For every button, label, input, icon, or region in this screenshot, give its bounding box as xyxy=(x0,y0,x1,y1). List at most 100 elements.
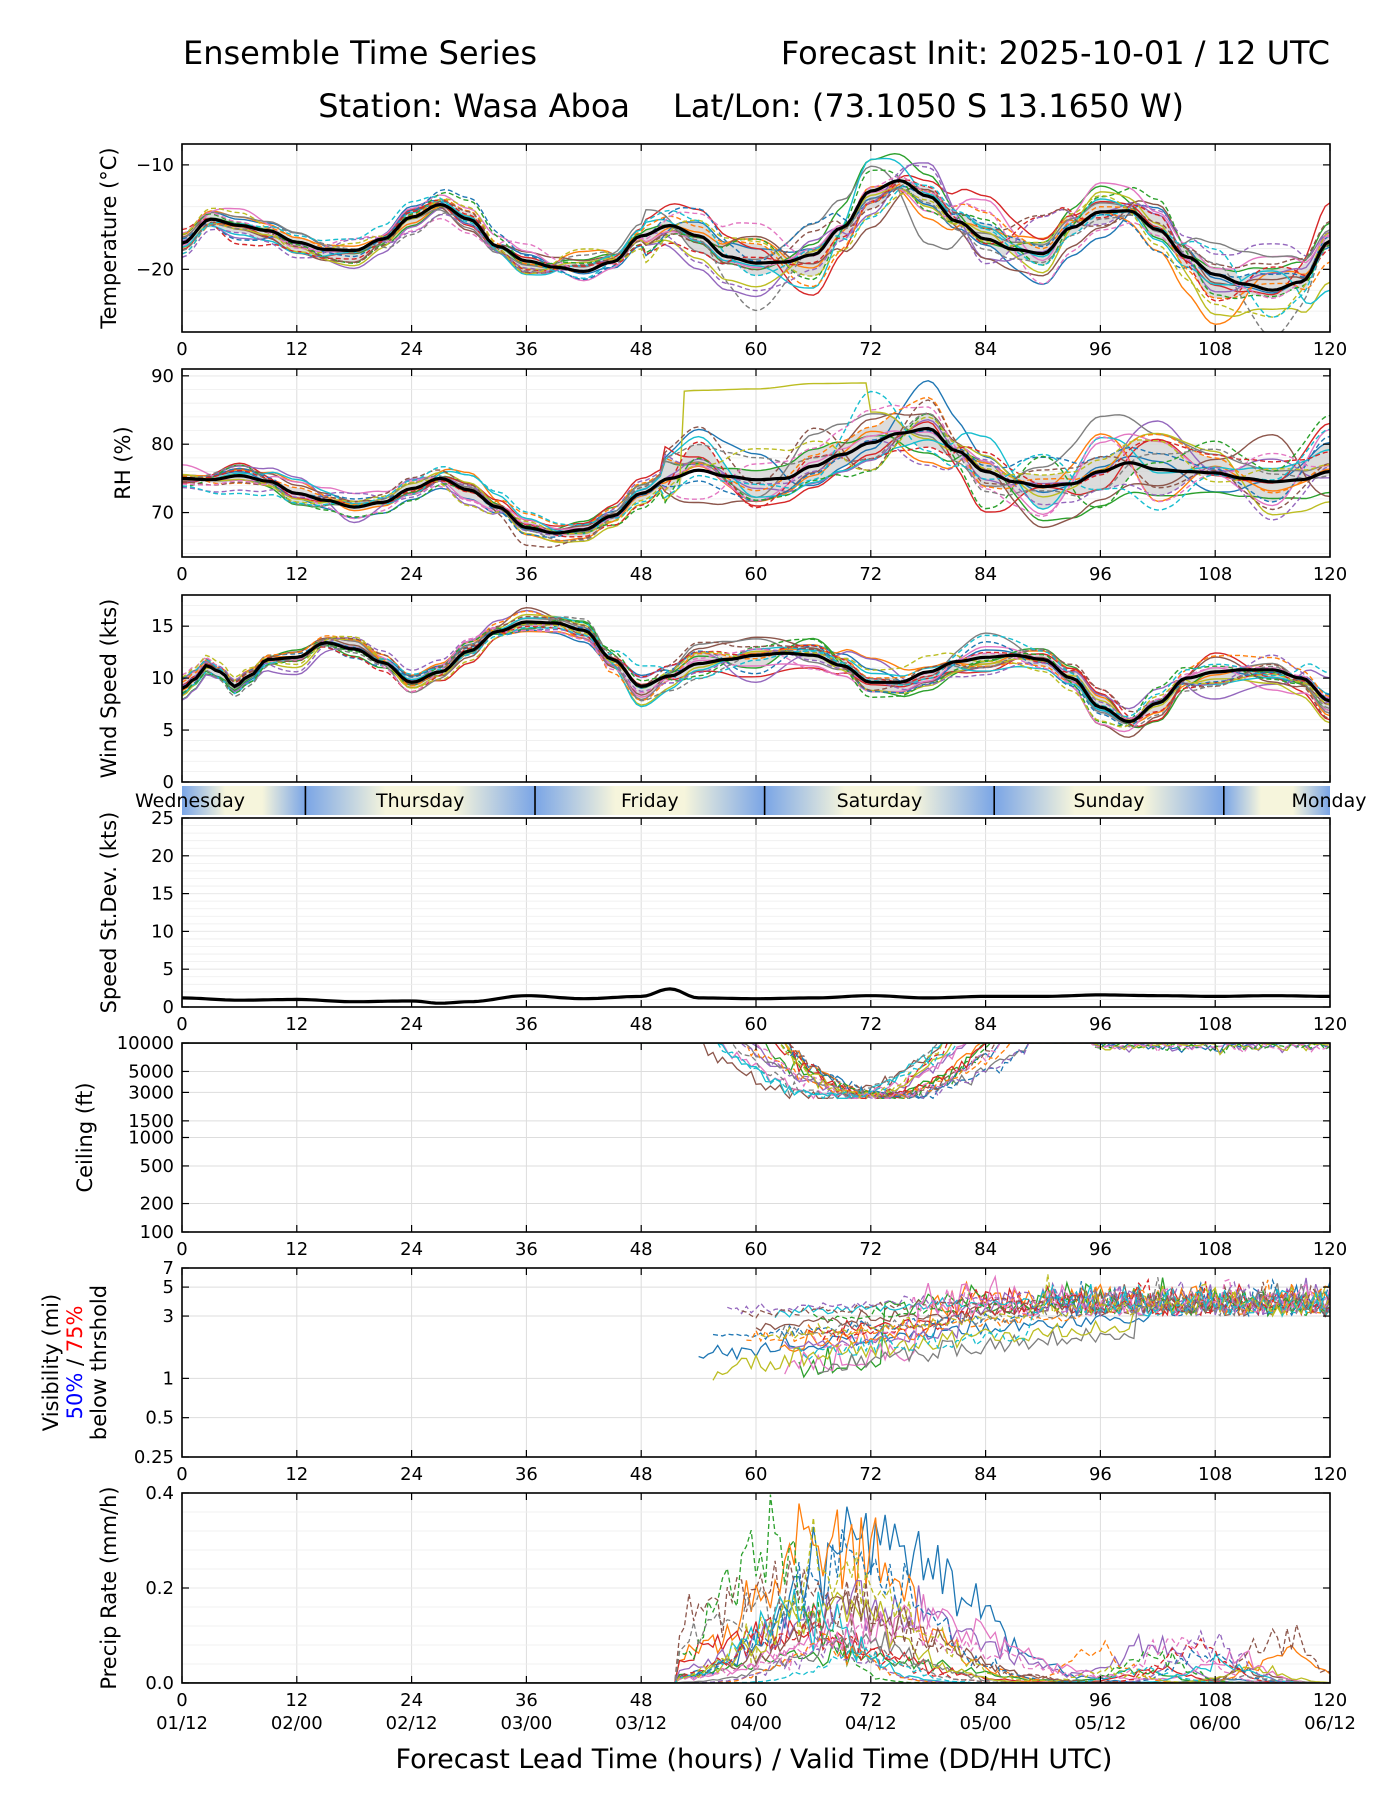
y-tick-label: 200 xyxy=(140,1194,174,1215)
x-tick-label: 24 xyxy=(400,1690,423,1711)
panel-rh: 70 80 90 0 12 24 36 48 60 72 84 96 108 120 RH (%) xyxy=(111,366,1347,585)
ensemble-mean-line xyxy=(182,620,1330,724)
x-tick-label: 84 xyxy=(974,1464,997,1485)
x-tick-label: 108 xyxy=(1198,564,1232,585)
x-tick-label: 0 xyxy=(176,339,187,360)
x-tick-label: 60 xyxy=(745,1464,768,1485)
y-axis-label: Temperature (°C) xyxy=(97,147,121,329)
grid xyxy=(181,1267,1331,1458)
x-valid-time-label: 04/12 xyxy=(845,1713,897,1734)
x-tick-label: 84 xyxy=(974,339,997,360)
x-tick-label: 108 xyxy=(1198,1239,1232,1260)
member-line xyxy=(182,179,1330,302)
x-tick-label: 96 xyxy=(1089,1464,1112,1485)
x-tick-label: 12 xyxy=(285,564,308,585)
x-tick-label: 48 xyxy=(630,564,653,585)
x-tick-label: 24 xyxy=(400,339,423,360)
member-line xyxy=(182,187,1330,287)
y-tick-label: 0.0 xyxy=(145,1673,174,1694)
x-tick-label: 48 xyxy=(630,1014,653,1035)
y-tick-label: 15 xyxy=(151,884,174,905)
x-tick-label: 84 xyxy=(974,564,997,585)
title-right: Forecast Init: 2025-10-01 / 12 UTC xyxy=(781,34,1330,72)
member-line xyxy=(182,1591,1330,1683)
x-tick-label: 96 xyxy=(1089,339,1112,360)
y-axis-label: RH (%) xyxy=(111,426,135,499)
x-tick-label: 0 xyxy=(176,1014,187,1035)
x-tick-label: 12 xyxy=(285,1014,308,1035)
day-band-sunday xyxy=(994,786,1224,815)
y-tick-label: 10 xyxy=(151,668,174,689)
y-axis-label-pct: 50% / 75% xyxy=(63,1306,87,1420)
y-tick-label: 5 xyxy=(163,720,174,741)
ensemble-mean-line xyxy=(182,426,1330,535)
y-tick-label: −10 xyxy=(136,155,174,176)
x-tick-label: 96 xyxy=(1089,1239,1112,1260)
panel-speed_stdev: 0 5 10 15 20 25 0 12 24 36 48 60 72 84 96 108 120 Speed S… xyxy=(97,808,1347,1035)
x-tick-label: 120 xyxy=(1313,1464,1347,1485)
day-band-monday xyxy=(1223,786,1330,815)
member-line xyxy=(182,1043,1330,1100)
member-line xyxy=(182,624,1330,727)
x-tick-label: 36 xyxy=(515,564,538,585)
y-tick-label: 0.25 xyxy=(134,1447,174,1468)
x-tick-label: 108 xyxy=(1198,1690,1232,1711)
member-line xyxy=(182,1494,1330,1683)
member-line xyxy=(182,416,1330,535)
y-axis-label: Speed St.Dev. (kts) xyxy=(97,812,121,1014)
day-band-saturday xyxy=(764,786,995,815)
x-tick-label: 48 xyxy=(630,1690,653,1711)
x-tick-label: 24 xyxy=(400,564,423,585)
y-axis-label: Precip Rate (mm/h) xyxy=(97,1486,121,1689)
member-line xyxy=(182,390,1330,526)
x-tick-label: 60 xyxy=(745,1239,768,1260)
y-tick-label: 5 xyxy=(163,1277,174,1298)
x-tick-label: 48 xyxy=(630,1464,653,1485)
x-tick-label: 72 xyxy=(859,339,882,360)
y-axis-label: Visibility (mi) xyxy=(39,1294,63,1431)
title-left: Ensemble Time Series xyxy=(183,34,537,72)
y-tick-label: 100 xyxy=(140,1222,174,1243)
x-tick-label: 60 xyxy=(745,339,768,360)
pct75-label: 75% xyxy=(63,1306,87,1353)
y-tick-label: 5 xyxy=(163,959,174,980)
x-tick-label: 0 xyxy=(176,1690,187,1711)
y-tick-label: 3 xyxy=(163,1306,174,1327)
spread-band xyxy=(182,413,1330,538)
y-tick-label: 20 xyxy=(151,846,174,867)
day-label-monday: Monday xyxy=(1291,790,1366,812)
y-tick-label: 80 xyxy=(151,434,174,455)
member-line xyxy=(182,1043,1330,1100)
x-tick-label: 12 xyxy=(285,1239,308,1260)
x-valid-time-label: 03/12 xyxy=(615,1713,667,1734)
pct50-label: 50% xyxy=(63,1373,87,1420)
x-axis-label: Forecast Lead Time (hours) / Valid Time … xyxy=(396,1744,1113,1775)
x-tick-label: 48 xyxy=(630,339,653,360)
member-line xyxy=(182,404,1330,536)
ensemble-mean-line xyxy=(182,178,1330,292)
y-tick-label: 3000 xyxy=(128,1082,174,1103)
plot-area xyxy=(182,606,1330,739)
member-line xyxy=(182,1646,1330,1683)
title-latlon: Lat/Lon: (73.1050 S 13.1650 W) xyxy=(673,87,1184,125)
x-tick-label: 96 xyxy=(1089,564,1112,585)
y-tick-label: 1 xyxy=(163,1368,174,1389)
y-tick-label: 7 xyxy=(163,1258,174,1279)
member-line xyxy=(182,620,1330,728)
x-valid-time-label: 04/00 xyxy=(730,1713,782,1734)
ensemble-mean-line xyxy=(182,987,1330,1005)
title-station: Station: Wasa Aboa xyxy=(318,87,630,125)
panel-wind_speed: 0 5 10 15 Wind Speed (kts) xyxy=(97,594,1331,793)
x-tick-label: 36 xyxy=(515,1690,538,1711)
member-line xyxy=(760,1273,1330,1340)
member-line xyxy=(182,1594,1330,1683)
y-tick-label: 25 xyxy=(151,808,174,829)
member-line xyxy=(182,1043,1330,1100)
member-line xyxy=(182,439,1330,538)
member-line xyxy=(741,1281,1330,1319)
x-tick-label: 24 xyxy=(400,1239,423,1260)
grid xyxy=(181,817,1331,1008)
y-axis-label: Wind Speed (kts) xyxy=(97,599,121,779)
x-tick-label: 96 xyxy=(1089,1690,1112,1711)
